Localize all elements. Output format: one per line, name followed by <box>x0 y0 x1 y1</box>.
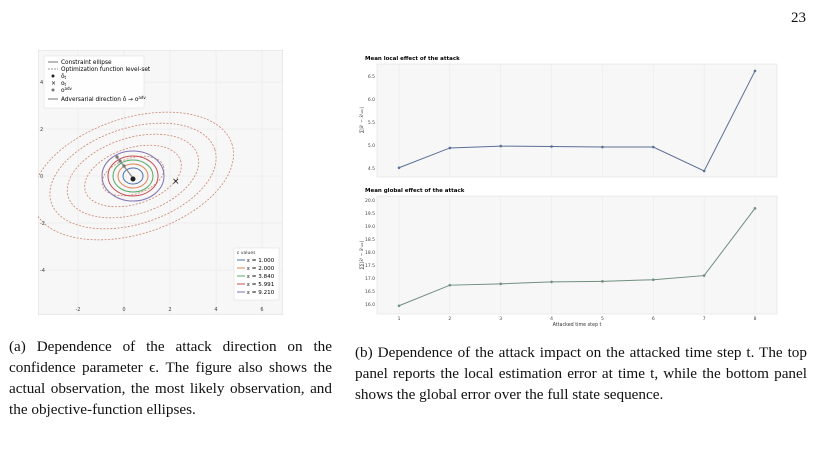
svg-text:6.5: 6.5 <box>368 74 375 80</box>
top-data-point <box>601 145 604 149</box>
svg-text:0: 0 <box>40 174 43 180</box>
x-tick-label: 7 <box>703 316 706 322</box>
caption-b: (b) Dependence of the attack impact on t… <box>355 344 807 403</box>
bottom-series <box>397 196 757 314</box>
figure-b-line-charts: Mean local effect of the attack Mean glo… <box>359 56 778 328</box>
most-likely-observation-marker <box>130 176 136 182</box>
legend-label: o <box>61 81 65 87</box>
bottom-data-point <box>499 282 503 286</box>
svg-text:16.0: 16.0 <box>365 302 375 308</box>
x-tick-label: 5 <box>601 316 604 322</box>
bottom-data-point <box>702 274 706 277</box>
svg-text:19.0: 19.0 <box>365 224 375 230</box>
bottom-data-point <box>601 280 604 283</box>
x-axis-label: Attacked time step t <box>553 322 602 328</box>
top-data-point <box>550 145 553 148</box>
svg-text:-2: -2 <box>40 221 45 227</box>
adversarial-points <box>118 159 122 163</box>
x-tick-label: 3 <box>499 316 502 322</box>
svg-text:2: 2 <box>40 127 43 133</box>
top-data-point <box>753 69 757 73</box>
bottom-data-point <box>448 283 452 287</box>
top-plot-area <box>376 63 778 178</box>
x-tick-label: 2 <box>448 316 451 322</box>
caption-a: (a) Dependence of the attack direction o… <box>9 338 332 418</box>
legend-top: Constraint ellipse Optimization function… <box>43 55 151 109</box>
svg-text:-2: -2 <box>76 307 81 313</box>
x-tick-label: 4 <box>550 316 553 322</box>
page-number: 23 <box>791 10 806 26</box>
svg-text:0: 0 <box>122 307 125 313</box>
legend-title: ε values <box>237 250 256 256</box>
svg-text:2: 2 <box>168 307 171 313</box>
svg-text:18.0: 18.0 <box>365 250 375 256</box>
top-series-line <box>398 70 756 172</box>
svg-text:6: 6 <box>260 307 263 313</box>
figure-a-ellipse-plot: × Constraint ellipse Optimization functi… <box>38 50 283 315</box>
x-tick-label: 6 <box>652 316 655 322</box>
legend-label: Adversarial direction ô → o <box>61 96 139 103</box>
bottom-series-line <box>398 208 756 307</box>
top-data-point <box>448 146 452 150</box>
legend-label: Constraint ellipse <box>61 60 112 66</box>
legend-label: ô <box>61 73 65 80</box>
x-tick-label: 1 <box>398 316 401 322</box>
svg-text:oadv: oadv <box>61 86 73 94</box>
actual-observation-marker: × <box>172 177 180 187</box>
bottom-chart-title: Mean global effect of the attack <box>365 188 465 194</box>
epsilon-label: ε = 9.210 <box>247 290 275 296</box>
top-y-axis-label: ∑|x̂ᵗ − x̂ᵗₐₜₖ| <box>359 107 365 133</box>
bottom-y-ticks: 20.0 19.5 19.0 18.5 18.0 17.5 17.0 16.5 … <box>365 198 375 308</box>
epsilon-label: ε = 5.991 <box>247 282 275 288</box>
svg-text:×: × <box>51 80 56 87</box>
svg-text:6.0: 6.0 <box>368 97 375 103</box>
svg-text:ot: ot <box>61 81 67 87</box>
top-data-point <box>397 166 401 170</box>
epsilon-label: ε = 3.840 <box>247 274 275 280</box>
top-series <box>397 64 757 177</box>
x-tick-labels: -2 0 2 4 6 <box>76 307 264 313</box>
svg-text:16.5: 16.5 <box>365 289 375 295</box>
top-chart-title: Mean local effect of the attack <box>365 56 460 62</box>
legend-label: o <box>61 88 65 94</box>
svg-text:4: 4 <box>214 307 217 313</box>
svg-text:19.5: 19.5 <box>365 211 375 217</box>
top-y-ticks: 6.5 6.0 5.5 5.0 4.5 <box>368 74 375 172</box>
bottom-data-point <box>397 304 401 308</box>
svg-text:18.5: 18.5 <box>365 237 375 243</box>
y-tick-labels: 4 2 0 -2 -4 <box>40 80 45 274</box>
legend-bottom: ε values ε = 1.000 ε = 2.000 ε = 3.840 ε… <box>233 247 280 301</box>
x-tick-label: 8 <box>754 316 757 322</box>
top-data-point <box>702 169 706 173</box>
bottom-data-point <box>753 207 757 210</box>
epsilon-label: ε = 1.000 <box>247 258 275 264</box>
svg-text:20.0: 20.0 <box>365 198 375 204</box>
svg-text:5.5: 5.5 <box>368 120 375 126</box>
bottom-data-point <box>550 280 553 284</box>
x-ticks: 1 2 3 4 5 6 7 8 <box>398 316 757 322</box>
svg-text:17.0: 17.0 <box>365 276 375 282</box>
legend-label: Optimization function level-set <box>61 67 151 73</box>
svg-text:17.5: 17.5 <box>365 263 375 269</box>
constraint-ellipses <box>101 150 165 202</box>
top-data-point <box>499 144 503 148</box>
svg-text:ôt: ôt <box>61 73 67 80</box>
svg-text:Adversarial direction ô → oadv: Adversarial direction ô → oadv <box>61 95 146 103</box>
svg-text:-4: -4 <box>40 268 45 274</box>
bottom-data-point <box>651 278 655 281</box>
svg-text:4.5: 4.5 <box>368 166 375 172</box>
top-data-point <box>651 145 655 149</box>
svg-text:5.0: 5.0 <box>368 143 375 149</box>
bottom-y-axis-label: ∑∑|x̂ᵗ − x̂ᵗₐₜₖ| <box>359 241 365 270</box>
svg-text:4: 4 <box>40 80 43 86</box>
bottom-plot-area <box>376 195 778 315</box>
epsilon-label: ε = 2.000 <box>247 266 275 272</box>
